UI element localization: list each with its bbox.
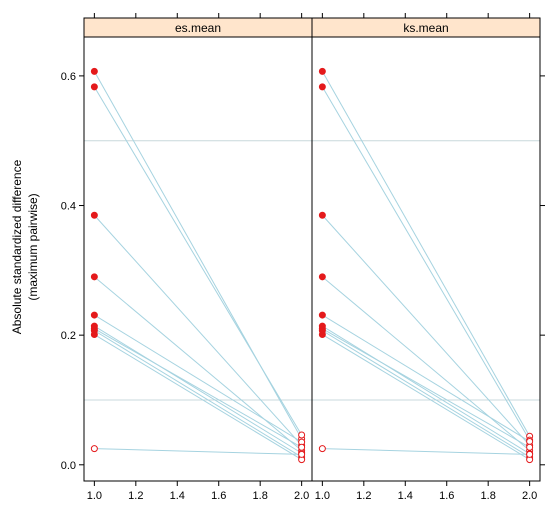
segment-1-8 <box>322 334 530 461</box>
x-tick-label-1-0: 1.0 <box>315 490 330 502</box>
point-before-0-1 <box>90 83 98 91</box>
point-after-1-6 <box>526 443 534 451</box>
y-axis-label-line1: Absolute standardized difference <box>10 159 24 334</box>
segment-0-1 <box>93 86 303 436</box>
x-tick-label-1-5: 2.0 <box>522 490 537 502</box>
x-tick-label-1-3: 1.6 <box>439 490 454 502</box>
segment-0-7 <box>94 330 302 458</box>
point-after-0-1 <box>298 431 306 439</box>
segment-1-0 <box>321 71 531 437</box>
y-tick-label-2: 0.4 <box>61 201 76 213</box>
point-before-1-1 <box>318 83 326 91</box>
x-tick-label-0-0: 1.0 <box>87 490 102 502</box>
point-before-0-0 <box>90 67 98 75</box>
segment-0-6 <box>94 328 302 448</box>
point-before-1-8 <box>318 331 326 339</box>
x-tick-label-0-4: 1.8 <box>253 490 268 502</box>
point-after-0-9 <box>298 450 306 458</box>
point-after-1-4 <box>526 437 534 445</box>
point-before-0-9 <box>90 445 98 453</box>
segment-0-5 <box>94 325 302 454</box>
x-tick-label-0-3: 1.6 <box>211 490 226 502</box>
point-before-1-0 <box>318 67 326 75</box>
x-tick-label-1-1: 1.2 <box>356 490 371 502</box>
y-tick-label-3: 0.6 <box>61 71 76 83</box>
x-tick-label-0-5: 2.0 <box>294 490 309 502</box>
point-before-1-3 <box>318 273 326 281</box>
x-tick-label-1-4: 1.8 <box>481 490 496 502</box>
point-after-1-9 <box>526 450 534 458</box>
point-after-0-6 <box>298 443 306 451</box>
point-before-1-9 <box>318 445 326 453</box>
point-before-1-2 <box>318 211 326 219</box>
point-before-0-3 <box>90 273 98 281</box>
panel-frame-0 <box>83 36 313 482</box>
point-before-0-4 <box>90 311 98 319</box>
y-axis-label-line2: (maximum pairwise) <box>26 193 40 300</box>
segment-1-7 <box>322 330 530 458</box>
segment-0-3 <box>94 276 302 451</box>
segment-0-8 <box>94 334 302 461</box>
y-tick-label-1: 0.2 <box>61 330 76 342</box>
segment-0-4 <box>94 314 302 443</box>
segment-1-5 <box>322 325 530 455</box>
segment-1-2 <box>321 214 531 446</box>
point-before-0-2 <box>90 211 98 219</box>
segment-1-1 <box>321 86 531 441</box>
segment-0-9 <box>94 448 302 455</box>
segment-1-9 <box>322 448 530 455</box>
point-before-0-8 <box>90 331 98 339</box>
point-before-1-4 <box>318 311 326 319</box>
x-tick-label-0-2: 1.4 <box>170 490 185 502</box>
x-tick-label-0-1: 1.2 <box>128 490 143 502</box>
segment-1-4 <box>322 314 530 442</box>
segment-1-6 <box>322 328 530 448</box>
y-tick-label-0: 0.0 <box>61 460 76 472</box>
x-tick-label-1-2: 1.4 <box>398 490 413 502</box>
segment-1-3 <box>322 276 530 451</box>
panel-frame-1 <box>311 36 541 482</box>
panel-title-1: ks.mean <box>403 21 448 35</box>
segment-0-2 <box>93 214 303 446</box>
panel-title-0: es.mean <box>175 21 221 35</box>
